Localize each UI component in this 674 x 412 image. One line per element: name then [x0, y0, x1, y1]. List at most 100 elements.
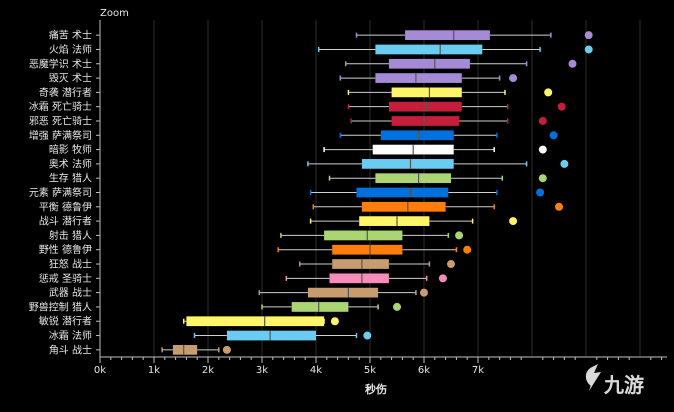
category-label: 射击 猎人: [49, 229, 92, 242]
category-label: 冰霜 法师: [49, 329, 92, 342]
category-label: 惩戒 圣骑士: [39, 272, 92, 285]
outlier-point: [538, 174, 547, 183]
box-group: [182, 316, 339, 327]
box-body: [359, 216, 430, 226]
box-group: [312, 201, 563, 212]
outlier-point: [584, 31, 593, 40]
outlier-point: [560, 159, 569, 168]
box-group: [317, 44, 593, 55]
category-label: 武器 战士: [49, 286, 92, 299]
outlier-point: [557, 102, 566, 111]
box-body: [307, 287, 379, 298]
outlier-point: [538, 145, 547, 154]
category-label: 暗影 牧师: [49, 143, 92, 156]
category-label: 敏锐 潜行者: [39, 315, 92, 328]
box-group: [350, 116, 547, 126]
outlier-point: [536, 188, 545, 197]
outlier-point: [363, 331, 372, 340]
category-label: 奥术 法师: [49, 157, 92, 170]
box-group: [307, 159, 569, 169]
marks-layer: [161, 30, 593, 355]
outlier-point: [463, 245, 472, 254]
box-group: [347, 87, 553, 98]
category-label: 毁灭 术士: [49, 72, 92, 85]
category-label: 恶魔学识 术士: [29, 57, 92, 70]
outlier-point: [330, 317, 339, 326]
box-body: [226, 330, 316, 341]
category-label: 奇袭 潜行者: [39, 86, 92, 99]
box-group: [161, 344, 231, 355]
box-body: [329, 273, 389, 284]
outlier-point: [509, 74, 518, 83]
box-group: [328, 173, 547, 184]
box-group: [258, 287, 428, 298]
box-group: [193, 330, 372, 341]
outlier-point: [222, 345, 231, 354]
box-body: [332, 244, 403, 255]
box-body: [375, 73, 462, 83]
box-group: [323, 144, 547, 155]
box-body: [391, 87, 462, 98]
x-tick-label: 4k: [310, 365, 322, 376]
category-label: 火焰 法师: [49, 43, 92, 56]
box-body: [361, 201, 446, 212]
box-group: [339, 130, 558, 141]
category-label: 角斗 战士: [49, 343, 92, 356]
category-label: 狂怒 战士: [49, 258, 92, 271]
box-body: [388, 101, 462, 112]
outlier-point: [555, 202, 563, 211]
outlier-point: [420, 288, 428, 297]
box-group: [339, 73, 518, 83]
box-group: [344, 58, 577, 69]
box-body: [405, 30, 490, 41]
box-body: [361, 159, 454, 169]
category-label: 邪恶 死亡骑士: [29, 114, 92, 127]
zoom-button[interactable]: Zoom: [100, 8, 129, 19]
box-body: [391, 116, 460, 126]
box-group: [280, 230, 464, 241]
category-label: 平衡 德鲁伊: [39, 200, 92, 213]
watermark-logo-icon: [585, 364, 601, 391]
category-label: 元素 萨满祭司: [29, 186, 92, 199]
box-group: [355, 30, 593, 41]
outlier-point: [549, 131, 558, 140]
box-group: [309, 187, 545, 198]
outlier-point: [538, 116, 547, 125]
x-tick-label: 5k: [364, 365, 376, 376]
box-body: [291, 302, 349, 312]
box-body: [332, 259, 389, 269]
watermark-logo: 九游: [585, 364, 644, 397]
box-body: [172, 344, 198, 355]
box-body: [186, 316, 325, 327]
category-label: 冰霜 死亡骑士: [29, 100, 92, 113]
box-body: [324, 230, 403, 241]
box-body: [380, 130, 454, 141]
category-label: 战斗 潜行者: [39, 215, 92, 228]
box-group: [261, 302, 401, 312]
outlier-point: [455, 231, 464, 240]
category-label: 生存 猎人: [49, 172, 92, 185]
category-label: 野兽控制 猎人: [29, 300, 92, 313]
outlier-point: [544, 88, 553, 97]
outlier-point: [509, 217, 518, 226]
x-tick-label: 6k: [418, 365, 430, 376]
box-group: [277, 244, 472, 255]
box-body: [375, 173, 451, 184]
x-tick-label: 7k: [472, 365, 484, 376]
box-body: [375, 44, 483, 55]
outlier-point: [584, 45, 593, 54]
box-body: [388, 58, 470, 69]
box-group: [309, 216, 518, 226]
x-axis-title: 秒伤: [365, 382, 387, 396]
x-tick-label: 0k: [94, 365, 106, 376]
x-tick-label: 1k: [148, 365, 160, 376]
category-label: 野性 德鲁伊: [39, 243, 92, 256]
outlier-point: [447, 260, 455, 269]
outlier-point: [393, 302, 401, 311]
box-group: [347, 101, 566, 112]
category-label: 增强 萨满祭司: [29, 129, 92, 142]
box-group: [285, 273, 447, 284]
